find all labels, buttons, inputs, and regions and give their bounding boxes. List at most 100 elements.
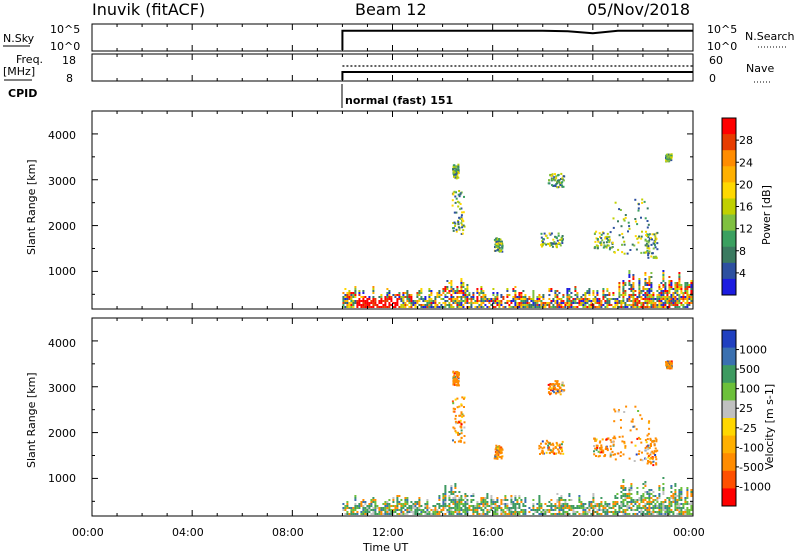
data-pixel <box>600 446 603 449</box>
data-pixel <box>406 511 409 513</box>
data-pixel <box>442 306 445 308</box>
data-pixel <box>380 294 383 296</box>
data-pixel <box>690 294 693 296</box>
data-pixel <box>451 204 454 207</box>
data-pixel <box>430 509 433 511</box>
data-pixel <box>496 296 499 298</box>
data-pixel <box>500 455 503 458</box>
data-pixel <box>476 296 479 298</box>
data-pixel <box>496 509 499 511</box>
data-pixel <box>636 493 639 495</box>
data-pixel <box>506 294 509 296</box>
data-pixel <box>636 300 639 302</box>
data-pixel <box>455 230 458 233</box>
data-pixel <box>672 288 675 290</box>
data-pixel <box>650 456 653 459</box>
data-pixel <box>460 292 463 294</box>
data-pixel <box>420 288 423 290</box>
data-pixel <box>547 448 550 451</box>
data-pixel <box>609 455 612 458</box>
data-pixel <box>450 290 453 292</box>
data-pixel <box>456 406 459 409</box>
data-pixel <box>678 272 681 274</box>
data-pixel <box>610 304 613 306</box>
data-pixel <box>640 235 643 238</box>
data-pixel <box>551 389 554 392</box>
data-pixel <box>600 497 603 499</box>
data-pixel <box>540 245 543 248</box>
data-pixel <box>684 503 687 505</box>
data-pixel <box>588 511 591 513</box>
data-pixel <box>662 489 665 491</box>
data-pixel <box>561 239 564 241</box>
data-pixel <box>656 505 659 507</box>
data-pixel <box>631 243 634 246</box>
data-pixel <box>660 290 663 292</box>
data-pixel <box>646 207 649 210</box>
data-pixel <box>622 280 625 282</box>
data-pixel <box>550 499 553 501</box>
data-pixel <box>470 501 473 503</box>
data-pixel <box>432 300 435 302</box>
data-pixel <box>402 505 405 507</box>
data-pixel <box>686 288 689 290</box>
data-pixel <box>688 296 691 298</box>
data-pixel <box>600 444 603 447</box>
data-pixel <box>516 503 519 505</box>
data-pixel <box>530 306 533 308</box>
data-pixel <box>582 507 585 509</box>
data-pixel <box>528 296 531 298</box>
time-axis: 00:00 04:00 08:00 12:00 16:00 20:00 00:0… <box>72 526 705 554</box>
data-pixel <box>606 290 609 292</box>
data-pixel <box>547 182 550 185</box>
data-pixel <box>476 306 479 308</box>
data-pixel <box>454 509 457 511</box>
data-pixel <box>444 302 447 304</box>
data-pixel <box>670 280 673 282</box>
data-pixel <box>676 282 679 284</box>
data-pixel <box>642 499 645 501</box>
data-pixel <box>448 505 451 507</box>
data-pixel <box>554 242 557 245</box>
data-pixel <box>632 425 635 428</box>
data-pixel <box>388 304 391 306</box>
data-pixel <box>604 448 607 450</box>
data-pixel <box>480 507 483 509</box>
data-pixel <box>554 290 557 292</box>
data-pixel <box>360 513 363 515</box>
data-pixel <box>645 230 647 233</box>
data-pixel <box>470 495 473 497</box>
data-pixel <box>386 294 389 296</box>
data-pixel <box>654 507 657 509</box>
data-pixel <box>600 306 603 308</box>
data-pixel <box>620 491 623 493</box>
data-pixel <box>384 503 387 505</box>
data-pixel <box>584 513 587 515</box>
data-pixel <box>460 298 463 300</box>
data-pixel <box>452 426 455 429</box>
data-pixel <box>604 509 607 511</box>
data-pixel <box>356 304 359 306</box>
data-pixel <box>586 292 589 294</box>
data-pixel <box>492 511 495 513</box>
data-pixel <box>462 511 465 513</box>
data-pixel <box>516 296 519 298</box>
data-pixel <box>354 290 357 292</box>
data-pixel <box>424 298 427 300</box>
data-pixel <box>686 292 689 294</box>
data-pixel <box>664 288 667 290</box>
data-pixel <box>636 302 639 304</box>
data-pixel <box>684 290 687 292</box>
data-pixel <box>450 280 453 282</box>
data-pixel <box>504 511 507 513</box>
data-pixel <box>606 300 609 302</box>
power-colorbar-tick-label: 16 <box>739 201 753 214</box>
data-pixel <box>455 228 458 231</box>
data-pixel <box>645 244 648 247</box>
data-pixel <box>618 290 621 292</box>
data-pixel <box>502 298 505 300</box>
data-pixel <box>608 240 611 243</box>
data-pixel <box>540 442 542 445</box>
data-pixel <box>674 298 677 300</box>
data-pixel <box>608 235 611 238</box>
